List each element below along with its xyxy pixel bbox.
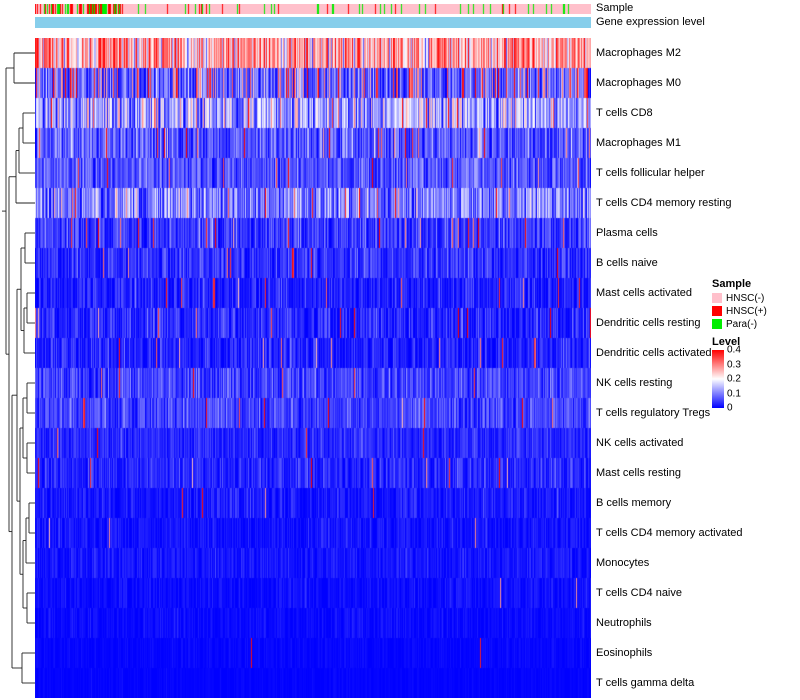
legend-color-swatch [712,319,722,329]
row-label: T cells gamma delta [596,677,695,689]
row-label: T cells regulatory Tregs [596,407,711,419]
row-label: Dendritic cells activated [596,347,712,359]
row-label: T cells follicular helper [596,167,705,179]
row-label: Dendritic cells resting [596,317,701,329]
row-label: NK cells resting [596,377,673,389]
row-dendrogram [2,52,35,684]
legend-sample-item: Para(-) [712,318,800,330]
legend-sample-title: Sample [712,278,752,290]
legend-level: 0.4 0.3 0.2 0.1 0 [712,345,800,414]
legend-sample-label: HNSC(+) [726,305,767,317]
row-label: T cells CD4 naive [596,587,682,599]
legend-level-title: Level [712,336,741,348]
row-label: Macrophages M0 [596,77,681,89]
heatmap-canvas [35,38,591,698]
row-label: NK cells activated [596,437,684,449]
row-label: Mast cells activated [596,287,692,299]
legend-sample-items: HNSC(-) HNSC(+) Para(-) [712,292,800,330]
row-label: B cells naive [596,257,658,269]
level-tick-label: 0 [727,402,733,414]
level-colorbar-ticks: 0.4 0.3 0.2 0.1 0 [727,345,757,414]
level-tick-label: 0.2 [727,373,741,385]
level-tick-label: 0.1 [727,388,741,399]
level-tick-label: 0.3 [727,359,741,370]
row-label: Monocytes [596,557,650,569]
row-labels: Macrophages M2 Macrophages M0 T cells CD8 M… [596,38,800,698]
legend-color-swatch [712,306,722,316]
row-label: Eosinophils [596,647,653,659]
row-label: T cells CD4 memory resting [596,197,732,209]
gene-expression-annotation-bar [35,17,591,28]
gene-annotation-label: Gene expression level [596,16,705,28]
row-label: Macrophages M1 [596,137,681,149]
level-colorbar [712,350,724,408]
legend-sample-label: Para(-) [726,318,758,330]
legend-color-swatch [712,293,722,303]
sample-annotation-bar [35,4,591,14]
row-label: Macrophages M2 [596,47,681,59]
legend-sample-item: HNSC(+) [712,305,800,317]
legend-sample-item: HNSC(-) [712,292,800,304]
row-label: T cells CD4 memory activated [596,527,743,539]
row-label: Mast cells resting [596,467,681,479]
row-label: Plasma cells [596,227,658,239]
row-label: B cells memory [596,497,672,509]
level-tick-label: 0.4 [727,344,741,356]
row-label: T cells CD8 [596,107,653,119]
legend-sample-label: HNSC(-) [726,292,765,304]
row-label: Neutrophils [596,617,652,629]
sample-annotation-label: Sample [596,2,634,14]
legend: Sample HNSC(-) HNSC(+) Para(-) Level 0.4 0.… [712,278,800,414]
